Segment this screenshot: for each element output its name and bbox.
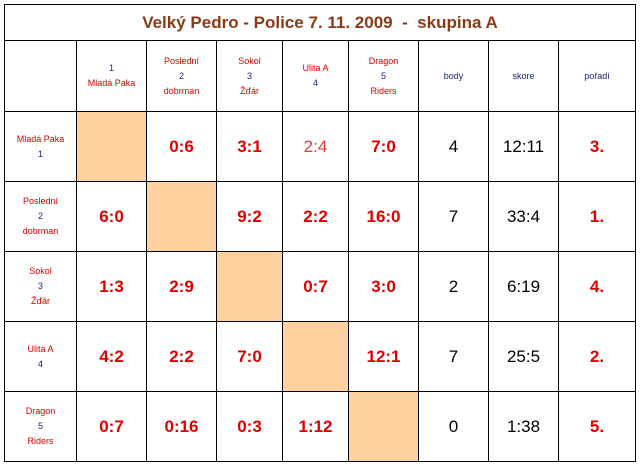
table-row-team-3: Sokol 3 Žďár 1:3 2:9 0:7 3:0 2 6:19 4.	[4, 251, 636, 322]
team-name-line-1: Dragon	[25, 406, 56, 416]
rank-cell: 4.	[558, 251, 636, 322]
score-cell: 12:1	[348, 321, 419, 392]
score-cell: 9:2	[216, 181, 283, 252]
diagonal-cell	[216, 251, 283, 322]
score-total-cell: 12:11	[488, 111, 559, 182]
column-header-team-2: Poslední 2 dobrman	[146, 40, 217, 112]
score-cell: 0:7	[282, 251, 349, 322]
row-label-team-3: Sokol 3 Žďár	[4, 251, 77, 322]
team-number: 3	[37, 281, 43, 291]
team-number: 2	[37, 211, 43, 221]
points-cell: 7	[418, 181, 489, 252]
points-cell: 4	[418, 111, 489, 182]
team-name-line-2: Riders	[27, 436, 54, 446]
table-row-team-2: Poslední 2 dobrman 6:0 9:2 2:2 16:0 7 33…	[4, 181, 636, 252]
rank-cell: 2.	[558, 321, 636, 392]
team-number: 5	[37, 421, 43, 431]
score-total-cell: 1:38	[488, 391, 559, 462]
rank-cell: 5.	[558, 391, 636, 462]
team-name-line-1: Sokol	[29, 266, 52, 276]
score-cell: 0:7	[76, 391, 147, 462]
score-cell: 3:0	[348, 251, 419, 322]
row-label-team-4: Ulita A 4	[4, 321, 77, 392]
table-row-team-4: Ulita A 4 4:2 2:2 7:0 12:1 7 25:5 2.	[4, 321, 636, 392]
team-name-line-1: Dragon	[368, 55, 399, 66]
team-name: Ulita A	[302, 63, 329, 73]
team-number: 1	[108, 63, 114, 73]
team-number: 4	[312, 78, 318, 88]
row-label-team-5: Dragon 5 Riders	[4, 391, 77, 462]
rank-cell: 1.	[558, 181, 636, 252]
rank-cell: 3.	[558, 111, 636, 182]
score-cell: 1:3	[76, 251, 147, 322]
team-name-line-1: Poslední	[163, 55, 200, 66]
column-header-skore: skore	[488, 40, 559, 112]
team-name-line-2: Riders	[370, 85, 397, 96]
points-cell: 2	[418, 251, 489, 322]
table-row-team-1: Mladá Paka 1 0:6 3:1 2:4 7:0 4 12:11 3.	[4, 111, 636, 182]
score-cell: 16:0	[348, 181, 419, 252]
score-cell: 1:12	[282, 391, 349, 462]
score-cell: 7:0	[216, 321, 283, 392]
team-number: 2	[178, 70, 184, 81]
group-results-table: Velký Pedro - Police 7. 11. 2009 - skupi…	[4, 4, 636, 462]
score-total-cell: 6:19	[488, 251, 559, 322]
diagonal-cell	[282, 321, 349, 392]
score-cell: 2:2	[146, 321, 217, 392]
points-cell: 0	[418, 391, 489, 462]
score-cell: 0:6	[146, 111, 217, 182]
team-number: 1	[37, 148, 43, 159]
diagonal-cell	[348, 391, 419, 462]
score-cell: 7:0	[348, 111, 419, 182]
team-name-line-2: Žďár	[30, 296, 51, 306]
score-cell: 0:3	[216, 391, 283, 462]
row-label-team-1: Mladá Paka 1	[4, 111, 77, 182]
header-row: 1 Mladá Paka Poslední 2 dobrman Sokol 3 …	[4, 40, 636, 112]
diagonal-cell	[146, 181, 217, 252]
column-header-team-4: Ulita A 4	[282, 40, 349, 112]
team-number: 3	[246, 70, 252, 81]
team-number: 4	[37, 358, 43, 369]
score-cell: 3:1	[216, 111, 283, 182]
team-name: Mladá Paka	[87, 78, 136, 88]
score-cell: 4:2	[76, 321, 147, 392]
team-name: Mladá Paka	[16, 133, 65, 144]
score-cell: 6:0	[76, 181, 147, 252]
column-header-poradi: pořadí	[558, 40, 636, 112]
team-number: 5	[380, 70, 386, 81]
score-total-cell: 33:4	[488, 181, 559, 252]
score-cell: 0:16	[146, 391, 217, 462]
corner-cell	[4, 40, 77, 112]
score-cell: 2:2	[282, 181, 349, 252]
column-header-team-1: 1 Mladá Paka	[76, 40, 147, 112]
column-header-team-5: Dragon 5 Riders	[348, 40, 419, 112]
team-name-line-2: dobrman	[163, 85, 200, 96]
points-cell: 7	[418, 321, 489, 392]
team-name-line-1: Sokol	[238, 55, 261, 66]
row-label-team-2: Poslední 2 dobrman	[4, 181, 77, 252]
team-name-line-2: Žďár	[239, 85, 260, 96]
score-cell: 2:9	[146, 251, 217, 322]
score-total-cell: 25:5	[488, 321, 559, 392]
table-row-team-5: Dragon 5 Riders 0:7 0:16 0:3 1:12 0 1:38…	[4, 391, 636, 462]
column-header-team-3: Sokol 3 Žďár	[216, 40, 283, 112]
column-header-body: body	[418, 40, 489, 112]
table-title: Velký Pedro - Police 7. 11. 2009 - skupi…	[4, 4, 636, 41]
team-name-line-1: Poslední	[22, 196, 59, 206]
team-name-line-2: dobrman	[22, 226, 59, 236]
score-cell: 2:4	[282, 111, 349, 182]
diagonal-cell	[76, 111, 147, 182]
team-name: Ulita A	[27, 343, 54, 354]
